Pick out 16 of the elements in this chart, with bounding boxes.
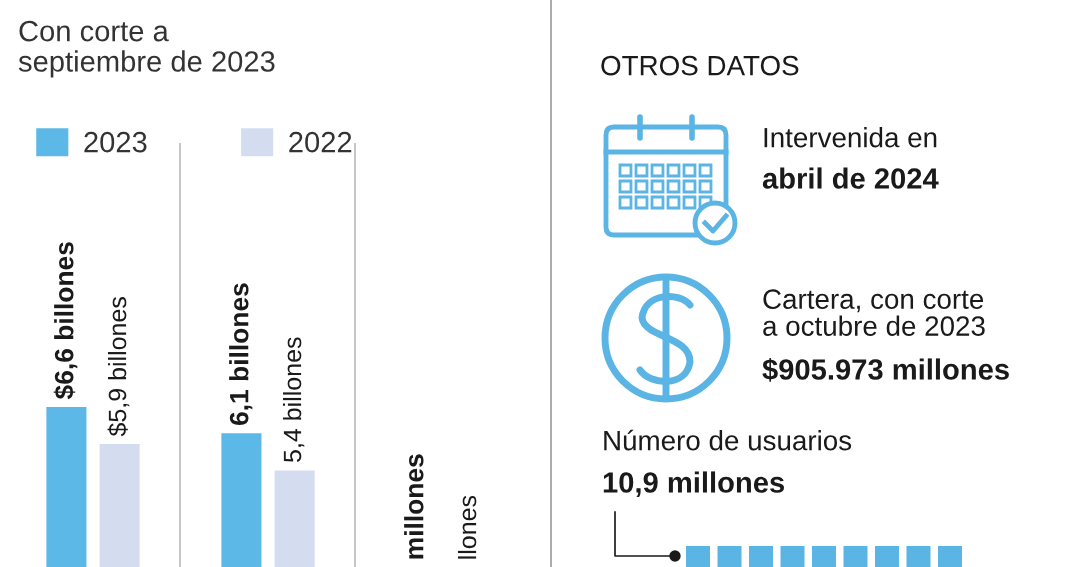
text: 10,9 millones [603,471,784,498]
text: OTROS DATOS [601,55,799,76]
data-label: 6,1 billones [229,283,253,425]
data-label: $5,9 billones [107,297,130,437]
chart-title: Con corte a septiembre de 2023 [18,20,275,78]
text: $905.973 millones [762,357,1009,382]
data-label: 5,4 billones [282,337,305,462]
data-label: $6,6 billones [53,242,78,400]
text: llones [457,495,477,559]
text: Intervenida en [764,127,937,148]
text: Número de usuarios [604,429,852,451]
text: millones [404,454,424,559]
legend-label: 2023 [84,131,147,153]
legend-label: 2022 [289,131,352,153]
text: abril de 2024 [762,167,939,189]
text: Cartera, con corte a octubre de 2023 [763,289,985,336]
